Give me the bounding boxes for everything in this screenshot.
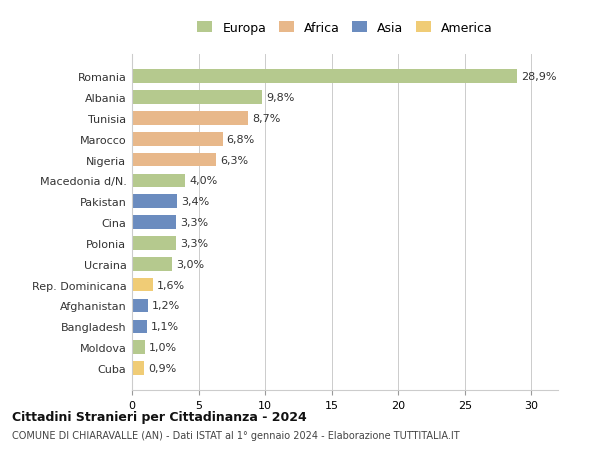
- Bar: [132, 216, 176, 230]
- Bar: [132, 112, 248, 125]
- Legend: Europa, Africa, Asia, America: Europa, Africa, Asia, America: [194, 18, 496, 38]
- Bar: [132, 341, 145, 354]
- Text: 8,7%: 8,7%: [252, 114, 280, 123]
- Bar: [132, 320, 146, 333]
- Text: COMUNE DI CHIARAVALLE (AN) - Dati ISTAT al 1° gennaio 2024 - Elaborazione TUTTIT: COMUNE DI CHIARAVALLE (AN) - Dati ISTAT …: [12, 431, 460, 440]
- Bar: [132, 299, 148, 313]
- Bar: [132, 361, 144, 375]
- Text: 28,9%: 28,9%: [521, 72, 556, 82]
- Bar: [132, 70, 517, 84]
- Text: 1,2%: 1,2%: [152, 301, 180, 311]
- Bar: [132, 195, 177, 208]
- Bar: [132, 278, 154, 292]
- Text: 9,8%: 9,8%: [266, 93, 295, 103]
- Text: 0,9%: 0,9%: [148, 363, 176, 373]
- Bar: [132, 257, 172, 271]
- Text: 1,1%: 1,1%: [151, 322, 179, 331]
- Text: 3,0%: 3,0%: [176, 259, 204, 269]
- Text: 1,6%: 1,6%: [157, 280, 185, 290]
- Bar: [132, 153, 216, 167]
- Text: 1,0%: 1,0%: [149, 342, 178, 353]
- Text: 3,3%: 3,3%: [180, 238, 208, 248]
- Text: 4,0%: 4,0%: [189, 176, 217, 186]
- Text: 6,3%: 6,3%: [220, 155, 248, 165]
- Bar: [132, 237, 176, 250]
- Text: 6,8%: 6,8%: [227, 134, 255, 145]
- Bar: [132, 133, 223, 146]
- Text: 3,3%: 3,3%: [180, 218, 208, 228]
- Bar: [132, 174, 185, 188]
- Bar: [132, 91, 262, 105]
- Text: Cittadini Stranieri per Cittadinanza - 2024: Cittadini Stranieri per Cittadinanza - 2…: [12, 410, 307, 423]
- Text: 3,4%: 3,4%: [181, 197, 209, 207]
